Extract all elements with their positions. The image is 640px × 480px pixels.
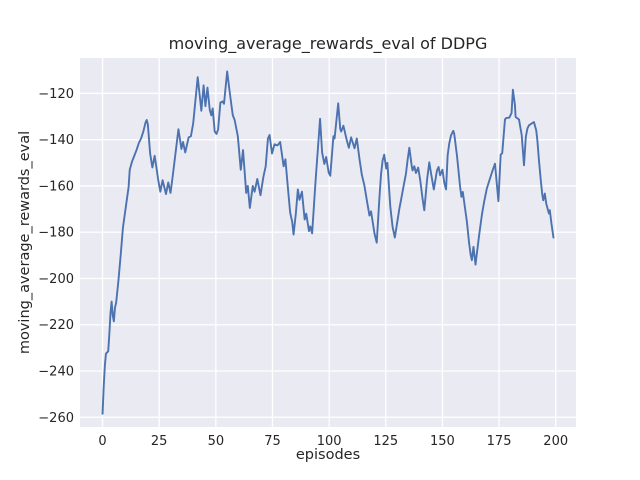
x-gridlines <box>101 58 557 427</box>
x-tick-label: 100 <box>317 434 342 449</box>
x-tick-label: 125 <box>373 434 398 449</box>
x-tick-label: 75 <box>264 434 281 449</box>
x-tick-label: 0 <box>98 434 106 449</box>
y-tick-label: −120 <box>38 87 74 102</box>
y-tick-label: −240 <box>38 365 74 380</box>
y-gridlines <box>80 92 576 418</box>
y-tick-label: −160 <box>38 179 74 194</box>
y-tick-label: −200 <box>38 272 74 287</box>
x-tick-label: 200 <box>543 434 568 449</box>
y-tick-label: −180 <box>38 226 74 241</box>
y-tick-label: −260 <box>38 411 74 426</box>
x-tick-label: 175 <box>487 434 512 449</box>
data-line-series <box>101 70 555 415</box>
x-axis-label: episodes <box>295 447 361 463</box>
x-tick-labels: 0 25 50 75 100 125 150 175 200 <box>98 434 568 449</box>
y-tick-labels: −260 −240 −220 −200 −180 −160 −140 −120 <box>38 87 74 426</box>
y-tick-label: −140 <box>38 133 74 148</box>
y-tick-label: −220 <box>38 318 74 333</box>
x-tick-label: 25 <box>151 434 168 449</box>
x-tick-label: 50 <box>208 434 225 449</box>
plot-area-background <box>80 58 576 427</box>
chart-title: moving_average_rewards_eval of DDPG <box>168 34 488 53</box>
x-tick-label: 150 <box>430 434 455 449</box>
